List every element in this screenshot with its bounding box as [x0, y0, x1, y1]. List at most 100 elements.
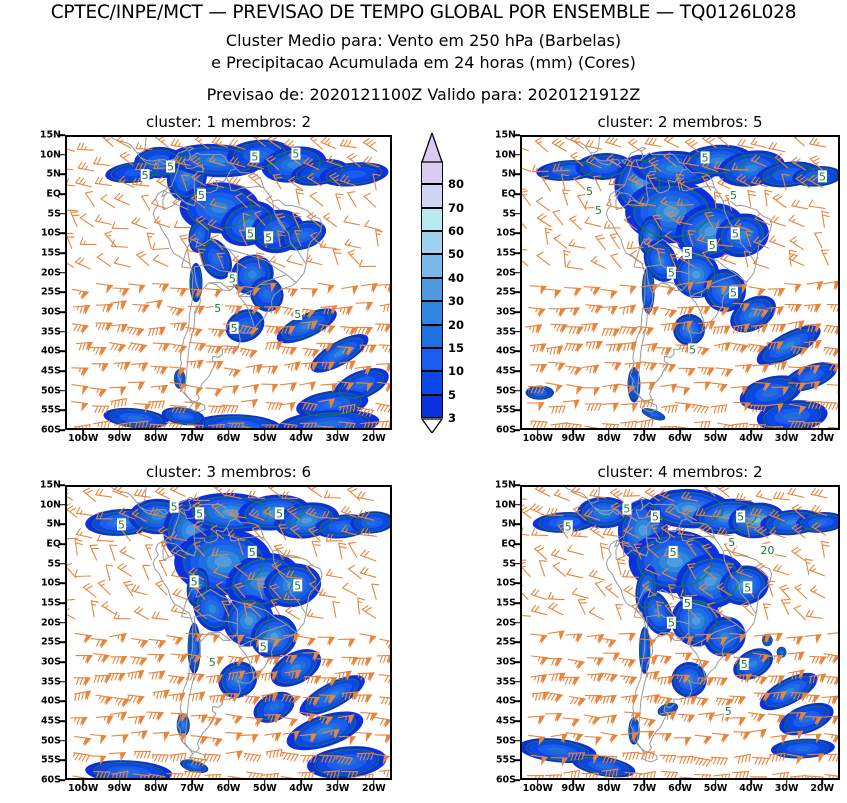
colorbar-tick-label: 5 [448, 387, 457, 402]
svg-text:5: 5 [565, 520, 572, 533]
y-axis-label: 25S [495, 286, 516, 298]
colorbar-tick-label: 20 [448, 317, 465, 332]
y-axis-tick [515, 503, 520, 506]
y-axis-label: 5N [501, 168, 516, 180]
cluster-panel-1: cluster: 1 membros: 2 5 5 5 5 5 5 5 5 5 5 5 15N 10N 5N… [40, 113, 392, 444]
y-axis-label: 10S [40, 227, 61, 239]
x-axis-label: 30W [774, 783, 799, 794]
y-axis-label: 10N [39, 499, 61, 511]
y-axis-tick [515, 389, 520, 392]
x-axis-label: 50W [703, 783, 728, 794]
svg-text:5: 5 [730, 189, 737, 202]
x-axis-label: 30W [774, 433, 799, 444]
y-axis-label: 25S [495, 636, 516, 648]
svg-text:5: 5 [709, 239, 716, 252]
x-axis-label: 80W [143, 433, 168, 444]
y-axis-tick [515, 602, 520, 604]
y-axis-label: 5S [47, 208, 61, 220]
x-axis-tick [300, 430, 302, 435]
svg-text:5: 5 [231, 322, 238, 335]
y-axis-label: 50S [40, 385, 61, 397]
map-plot-area-3: 5 5 5 5 5 5 5 5 5 [65, 485, 392, 780]
svg-text:5: 5 [744, 581, 751, 594]
x-axis-tick [608, 780, 610, 785]
cluster-panel-2: cluster: 2 membros: 5 5 5 5 5 5 5 5 5 5 5 5 15N 10N 5N… [495, 113, 840, 444]
y-axis-tick [515, 173, 520, 176]
y-axis-label: 10S [495, 227, 516, 239]
svg-text:5: 5 [684, 247, 691, 260]
y-axis-tick [60, 641, 65, 644]
svg-text:5: 5 [684, 597, 691, 610]
map-plot-area-4: 5 5 5 5 5 5 5 5 5 5 5 20 [520, 485, 840, 780]
x-axis-tick [750, 780, 752, 785]
y-axis-tick [60, 193, 65, 195]
svg-text:5: 5 [198, 189, 205, 202]
y-axis-label: EQ [501, 538, 516, 550]
x-axis-tick [264, 780, 266, 785]
x-axis-tick [714, 780, 717, 785]
colorbar-segment [421, 394, 443, 418]
x-axis-label: 100W [522, 433, 553, 444]
colorbar-segment [421, 254, 443, 278]
colorbar-tick-label: 60 [448, 224, 465, 239]
svg-text:5: 5 [595, 204, 602, 217]
x-axis-label: 40W [289, 433, 314, 444]
x-axis-label: 50W [252, 783, 277, 794]
x-axis-tick [536, 780, 539, 785]
y-axis-label: 10N [494, 499, 516, 511]
subtitle-line-1: Cluster Medio para: Vento em 250 hPa (Ba… [225, 31, 622, 50]
precipitation-contours [91, 496, 390, 778]
y-axis-tick [60, 429, 65, 431]
y-axis-tick [60, 370, 65, 372]
y-axis-label: 40S [495, 695, 516, 707]
x-axis-tick [679, 780, 681, 785]
x-axis-tick [191, 430, 193, 435]
x-axis-tick [679, 430, 681, 435]
y-axis-label: EQ [46, 538, 61, 550]
y-axis-tick [515, 700, 520, 703]
x-axis-tick [191, 780, 193, 785]
x-axis-tick [82, 430, 84, 435]
y-axis-label: 5N [46, 168, 61, 180]
y-axis-label: 10N [39, 149, 61, 161]
x-axis-label: 20W [361, 433, 386, 444]
svg-text:5: 5 [294, 579, 301, 592]
y-axis-label: 55S [495, 404, 516, 416]
svg-text:5: 5 [276, 507, 283, 520]
x-axis-label: 60W [216, 433, 241, 444]
panel-title-cluster-4: cluster: 4 membros: 2 [597, 463, 763, 481]
y-axis-label: 40S [495, 345, 516, 357]
x-axis-tick [336, 430, 339, 435]
x-axis-label: 90W [561, 433, 586, 444]
x-axis-label: 60W [216, 783, 241, 794]
y-axis-tick [60, 173, 65, 176]
x-axis-label: 90W [561, 783, 586, 794]
svg-text:5: 5 [670, 546, 677, 559]
y-axis-tick [515, 134, 520, 136]
x-axis-tick [750, 430, 752, 435]
colorbar-tick-label: 15 [448, 340, 465, 355]
x-axis-tick [155, 430, 157, 435]
svg-text:5: 5 [167, 161, 174, 174]
x-axis-label: 90W [107, 433, 132, 444]
contour-value-labels: 5 5 5 5 5 5 5 5 5 [117, 500, 303, 669]
y-axis-tick [60, 700, 65, 703]
colorbar-tick-label: 70 [448, 200, 465, 215]
y-axis-tick [60, 134, 65, 136]
svg-text:5: 5 [251, 151, 258, 164]
svg-text:5: 5 [142, 169, 149, 182]
y-axis-tick [60, 602, 65, 604]
svg-text:5: 5 [196, 507, 203, 520]
x-axis-tick [82, 780, 84, 785]
y-axis-label: 25S [40, 636, 61, 648]
forecast-run-line: Previsao de: 2020121100Z Valido para: 20… [206, 85, 641, 104]
x-axis-tick [608, 430, 610, 435]
colorbar-tick-label: 80 [448, 177, 465, 192]
y-axis-label: 20S [495, 617, 516, 629]
x-axis-label: 20W [361, 783, 386, 794]
y-axis-label: 35S [495, 326, 516, 338]
svg-text:5: 5 [702, 151, 709, 164]
